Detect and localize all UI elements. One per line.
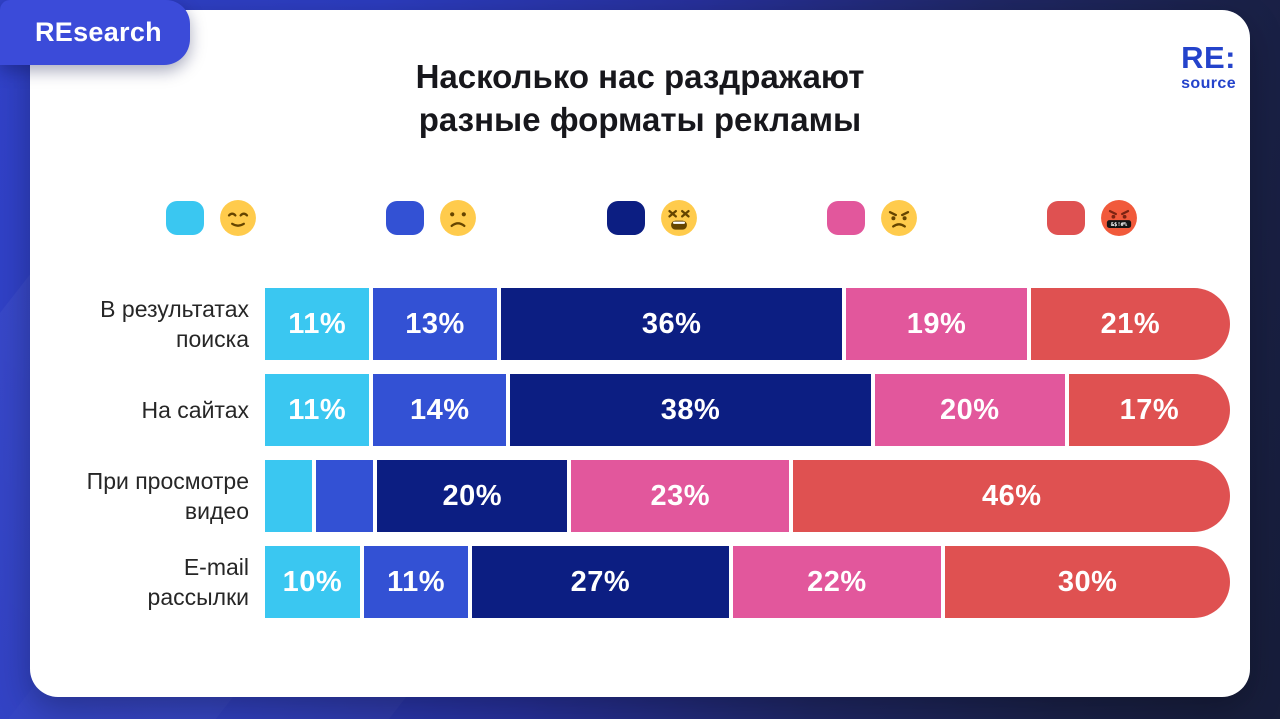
category-label: E-mail рассылки: [147, 553, 249, 610]
bar-segment-furious: 21%: [1030, 288, 1231, 360]
segment-value: 21%: [1100, 307, 1161, 340]
bar-segment-calm: 10%: [265, 546, 360, 618]
legend-swatch-calm: [166, 201, 204, 235]
bar-segment-angry: 19%: [846, 288, 1027, 360]
tired-face-icon: [660, 200, 697, 236]
legend-item-angry: [826, 199, 918, 237]
research-badge: REsearch: [0, 0, 190, 65]
svg-text:&$!#%: &$!#%: [1111, 222, 1128, 228]
logo-text-sub: source: [1181, 75, 1236, 92]
legend-swatch-furious: [1047, 201, 1085, 235]
bar-segment-tired: 38%: [510, 374, 871, 446]
title-line-2: разные форматы рекламы: [418, 100, 862, 138]
segment-value: 38%: [660, 393, 721, 426]
bar-segment-angry: 22%: [732, 546, 942, 618]
bar-segment-furious: 46%: [793, 460, 1230, 532]
title-line-1: Насколько нас раздражают: [415, 58, 865, 95]
chart-row-video: При просмотре видео 20% 23% 46%: [30, 460, 1230, 532]
segment-value: 30%: [1057, 565, 1118, 598]
bar-segment-calm: 11%: [265, 288, 370, 360]
chart-row-websites: На сайтах 11% 14% 38% 20% 17%: [30, 374, 1230, 446]
swearing-face-icon: &$!#%: [1101, 200, 1137, 236]
chart-title: Насколько нас раздражают разные форматы …: [30, 56, 1250, 142]
resource-logo: RE: source: [1181, 42, 1236, 92]
legend-item-slightly-annoyed: [386, 199, 477, 237]
bar-segment-angry: 23%: [571, 460, 790, 532]
stacked-bar: 11% 14% 38% 20% 17%: [265, 374, 1230, 446]
bar-segment-slightly-annoyed: [316, 460, 374, 532]
legend: &$!#%: [166, 199, 1138, 237]
segment-value: 11%: [288, 307, 347, 340]
research-badge-label: REsearch: [35, 17, 162, 47]
category-label: На сайтах: [141, 396, 250, 423]
segment-value: 23%: [650, 479, 711, 512]
bar-segment-angry: 20%: [874, 374, 1065, 446]
stacked-bar-chart: В результатах поиска 11% 13% 36% 19% 21%…: [30, 288, 1231, 632]
segment-value: 11%: [288, 393, 347, 426]
segment-value: 17%: [1119, 393, 1180, 426]
logo-text-main: RE:: [1181, 40, 1236, 75]
segment-value: 27%: [570, 565, 631, 598]
stacked-bar: 10% 11% 27% 22% 30%: [265, 546, 1231, 618]
relieved-face-icon: [220, 200, 256, 236]
bar-segment-tired: 20%: [377, 460, 568, 532]
segment-value: 20%: [940, 393, 1000, 426]
legend-item-calm: [166, 199, 257, 237]
segment-value: 14%: [410, 393, 470, 426]
bar-segment-slightly-annoyed: 14%: [373, 374, 507, 446]
chart-card: RE: source Насколько нас раздражают разн…: [30, 10, 1250, 697]
legend-swatch-tired: [606, 201, 645, 235]
legend-swatch-slightly-annoyed: [386, 201, 425, 235]
segment-value: 11%: [387, 565, 446, 598]
legend-swatch-angry: [826, 201, 865, 235]
angry-face-icon: [880, 200, 917, 236]
segment-value: 22%: [807, 565, 867, 598]
legend-item-furious: &$!#%: [1047, 199, 1138, 237]
segment-value: 36%: [641, 307, 702, 340]
segment-value: 20%: [442, 479, 503, 512]
chart-row-email: E-mail рассылки 10% 11% 27% 22% 30%: [30, 546, 1231, 618]
bar-segment-furious: 30%: [945, 546, 1231, 618]
bar-segment-tired: 27%: [472, 546, 729, 618]
bar-segment-furious: 17%: [1068, 374, 1230, 446]
bar-segment-calm: 11%: [265, 374, 370, 446]
segment-value: 13%: [405, 307, 465, 340]
bar-segment-slightly-annoyed: 13%: [373, 288, 497, 360]
stacked-bar: 11% 13% 36% 19% 21%: [265, 288, 1231, 360]
bar-segment-slightly-annoyed: 11%: [363, 546, 469, 618]
bar-segment-tired: 36%: [500, 288, 843, 360]
frowning-face-icon: [440, 200, 477, 236]
legend-item-tired: [606, 199, 698, 237]
bar-segment-calm: [265, 460, 313, 532]
segment-value: 10%: [282, 565, 343, 598]
category-label: В результатах поиска: [100, 295, 249, 352]
segment-value: 46%: [981, 479, 1042, 512]
category-label: При просмотре видео: [86, 467, 249, 524]
segment-value: 19%: [906, 307, 967, 340]
stacked-bar: 20% 23% 46%: [265, 460, 1230, 532]
chart-row-search-results: В результатах поиска 11% 13% 36% 19% 21%: [30, 288, 1231, 360]
